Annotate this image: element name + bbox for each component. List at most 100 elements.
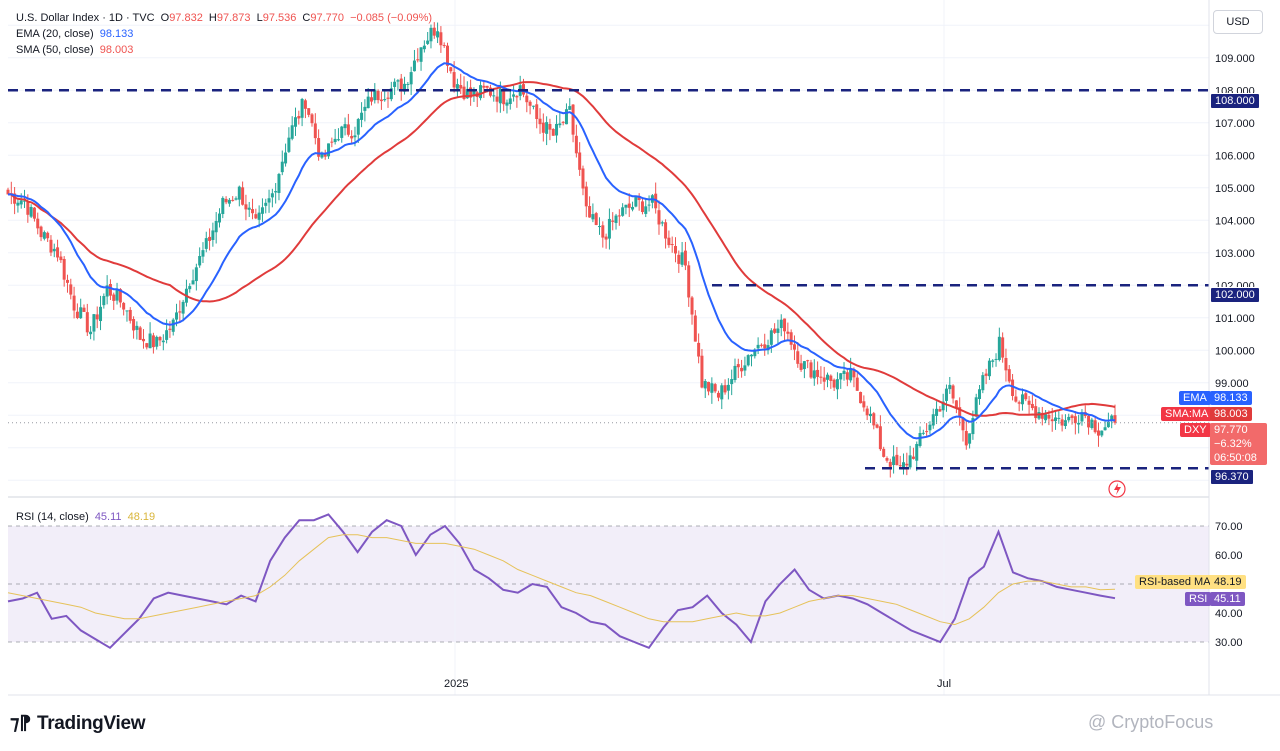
candle-body [697, 342, 701, 357]
candle-body [1017, 402, 1021, 404]
candle-body [776, 328, 780, 333]
candle-body [964, 430, 968, 446]
candle-body [898, 465, 902, 467]
candle-body [693, 315, 697, 342]
candle-body [416, 59, 420, 61]
candle-body [1093, 420, 1097, 433]
candle-body [396, 80, 400, 82]
candle-body [62, 258, 66, 280]
time-gridlines [454, 0, 945, 695]
rsi-tick-label: 30.00 [1215, 637, 1243, 649]
ohlc-close: C97.770 [302, 12, 345, 24]
candle-body [911, 456, 915, 459]
candle-body [251, 209, 255, 214]
rsi-ma-value: 48.19 [127, 511, 156, 523]
rsi-label: RSI (14, close) [16, 511, 89, 523]
candle-body [700, 355, 704, 388]
ema-label: EMA (20, close) [16, 28, 94, 40]
rsi-legend[interactable]: RSI (14, close) 45.11 48.19 [16, 509, 155, 525]
candle-body [971, 418, 975, 435]
candle-body [974, 397, 978, 417]
candle-body [6, 189, 10, 195]
candle-body [882, 448, 886, 457]
candle-body [227, 199, 231, 204]
candle-body [293, 117, 297, 127]
candle-body [743, 365, 747, 371]
candle-body [1090, 419, 1094, 428]
candle-body [1110, 415, 1114, 422]
candle-body [826, 374, 830, 380]
candle-body [393, 81, 397, 87]
candle-body [287, 137, 291, 152]
candle-body [713, 384, 717, 392]
candle-body [369, 97, 373, 102]
candle-body [191, 280, 195, 285]
candle-body [115, 289, 119, 301]
lightning-icon [1114, 483, 1121, 495]
candle-body [56, 247, 60, 258]
candle-body [538, 118, 542, 125]
candle-body [118, 289, 122, 303]
candle-body [528, 101, 532, 106]
dxy-price: 97.770 [1214, 424, 1248, 436]
dxy-change: −6.32% [1214, 438, 1252, 450]
candle-body [1050, 419, 1054, 422]
candle-body [429, 27, 433, 42]
tradingview-logo[interactable]: ⁊⁋ TradingView [10, 712, 146, 735]
symbol-title[interactable]: U.S. Dollar Index · 1D · TVC [16, 12, 155, 24]
candle-body [710, 383, 714, 393]
candle-body [541, 122, 545, 133]
currency-button[interactable]: USD [1213, 10, 1263, 34]
candle-body [822, 377, 826, 382]
candle-body [987, 360, 991, 377]
candle-body [789, 332, 793, 345]
candle-body [85, 312, 89, 333]
candle-body [175, 312, 179, 320]
rsi-tick-label: 70.00 [1215, 521, 1243, 533]
candle-body [317, 138, 321, 157]
ema-legend[interactable]: EMA (20, close) 98.133 [16, 26, 133, 42]
candle-body [445, 45, 449, 66]
candle-body [422, 45, 426, 50]
candle-body [231, 199, 235, 201]
price-tick-label: 105.000 [1215, 183, 1255, 195]
candle-body [158, 336, 162, 341]
sma-legend[interactable]: SMA (50, close) 98.003 [16, 42, 133, 58]
candle-body [403, 83, 407, 92]
candle-body [1054, 417, 1058, 422]
candle-body [631, 206, 635, 210]
candle-body [59, 256, 63, 261]
candle-body [383, 99, 387, 101]
candle-body [680, 252, 684, 265]
candle-body [637, 195, 641, 201]
candle-body [908, 455, 912, 468]
candle-body [194, 267, 198, 282]
candle-body [674, 245, 678, 254]
candle-body [842, 370, 846, 374]
candle-body [561, 121, 565, 123]
horizontal-levels [8, 89, 1209, 470]
candle-body [1024, 393, 1028, 400]
candle-body [588, 206, 592, 218]
candle-body [849, 368, 853, 381]
candle-body [508, 98, 512, 105]
candle-body [647, 204, 651, 206]
candle-body [627, 203, 631, 208]
candle-body [614, 215, 618, 223]
candle-body [99, 306, 103, 322]
candle-body [52, 248, 56, 252]
candle-body [584, 186, 588, 207]
candle-body [839, 373, 843, 380]
candle-body [247, 207, 251, 210]
sma-label: SMA (50, close) [16, 44, 94, 56]
candle-body [515, 96, 519, 98]
candle-body [211, 230, 215, 240]
candle-body [297, 116, 301, 119]
candle-body [373, 89, 377, 101]
main-legend[interactable]: U.S. Dollar Index · 1D · TVC O97.832 H97… [16, 10, 432, 26]
candle-body [617, 215, 621, 217]
candle-body [835, 379, 839, 390]
candle-body [350, 135, 354, 139]
candle-body [482, 85, 486, 88]
